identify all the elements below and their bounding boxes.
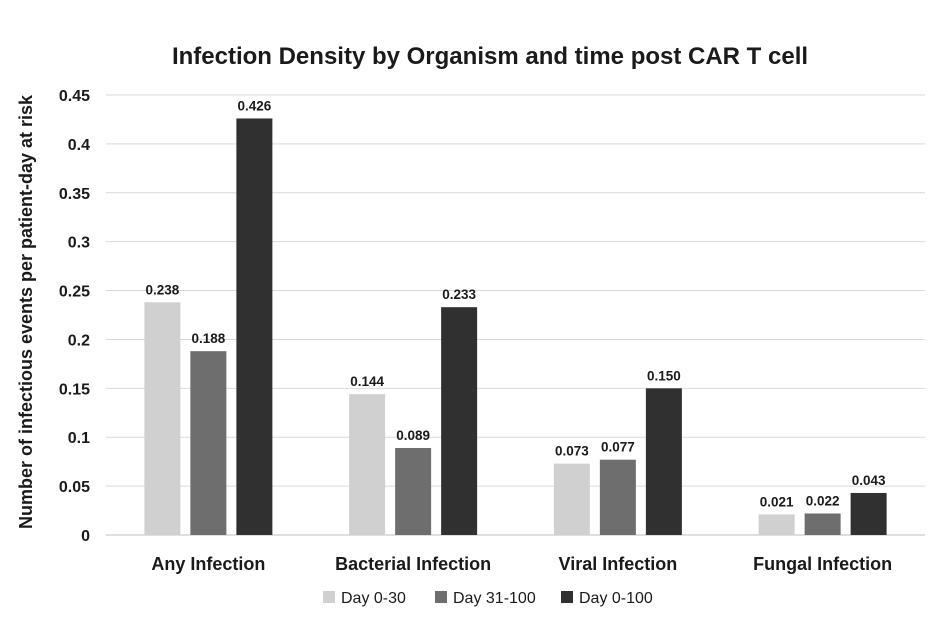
- x-tick-label: Viral Infection: [559, 554, 678, 574]
- legend-swatch: [323, 591, 335, 603]
- chart-title: Infection Density by Organism and time p…: [172, 43, 808, 70]
- bar: [144, 302, 181, 535]
- data-label: 0.238: [145, 282, 179, 297]
- y-tick-label: 0.25: [59, 284, 90, 301]
- legend-item: Day 31-100: [435, 590, 536, 607]
- data-label: 0.144: [350, 374, 384, 389]
- bar: [349, 394, 386, 535]
- gridlines: [106, 94, 925, 536]
- x-tick-label: Any Infection: [151, 554, 265, 574]
- data-label: 0.077: [601, 440, 635, 455]
- legend-label: Day 0-100: [579, 590, 653, 607]
- y-tick-label: 0: [81, 528, 90, 545]
- bar: [441, 307, 478, 535]
- x-tick-label: Bacterial Infection: [335, 554, 491, 574]
- legend-item: Day 0-100: [561, 590, 653, 607]
- y-tick-label: 0.4: [68, 137, 90, 154]
- data-label: 0.043: [852, 473, 886, 488]
- x-axis-ticks: Any Infection Bacterial Infection Viral In…: [151, 554, 892, 574]
- bar: [599, 459, 636, 535]
- y-tick-label: 0.05: [59, 479, 90, 496]
- x-tick-label: Fungal Infection: [753, 554, 892, 574]
- bar: [850, 492, 887, 535]
- bar: [758, 514, 795, 535]
- legend-label: Day 31-100: [453, 590, 536, 607]
- bars: [144, 118, 887, 535]
- data-labels: 0.238 0.188 0.426 0.144 0.089 0.233 0.073 0.077…: [145, 98, 886, 509]
- legend: Day 0-30 Day 31-100 Day 0-100: [323, 590, 653, 607]
- y-tick-label: 0.2: [68, 332, 90, 349]
- y-tick-label: 0.3: [68, 235, 90, 252]
- data-label: 0.188: [191, 331, 225, 346]
- bar: [645, 388, 682, 535]
- y-tick-label: 0.1: [68, 430, 90, 447]
- y-axis-ticks: 0 0.05 0.1 0.15 0.2 0.25 0.3 0.35 0.4 0.45: [59, 88, 90, 545]
- data-label: 0.233: [442, 287, 476, 302]
- bar: [553, 463, 590, 535]
- bar: [395, 447, 432, 535]
- bar: [236, 118, 273, 535]
- legend-label: Day 0-30: [341, 590, 406, 607]
- data-label: 0.073: [555, 444, 589, 459]
- data-label: 0.022: [806, 493, 840, 508]
- data-label: 0.150: [647, 368, 681, 383]
- y-axis-label: Number of infectious events per patient-…: [16, 94, 36, 529]
- y-tick-label: 0.45: [59, 88, 90, 105]
- data-label: 0.021: [760, 494, 794, 509]
- bar: [190, 351, 227, 535]
- legend-swatch: [435, 591, 447, 603]
- legend-item: Day 0-30: [323, 590, 406, 607]
- y-tick-label: 0.15: [59, 381, 90, 398]
- data-label: 0.089: [396, 428, 430, 443]
- bar: [804, 513, 841, 535]
- y-tick-label: 0.35: [59, 186, 90, 203]
- data-label: 0.426: [237, 98, 271, 113]
- legend-swatch: [561, 591, 573, 603]
